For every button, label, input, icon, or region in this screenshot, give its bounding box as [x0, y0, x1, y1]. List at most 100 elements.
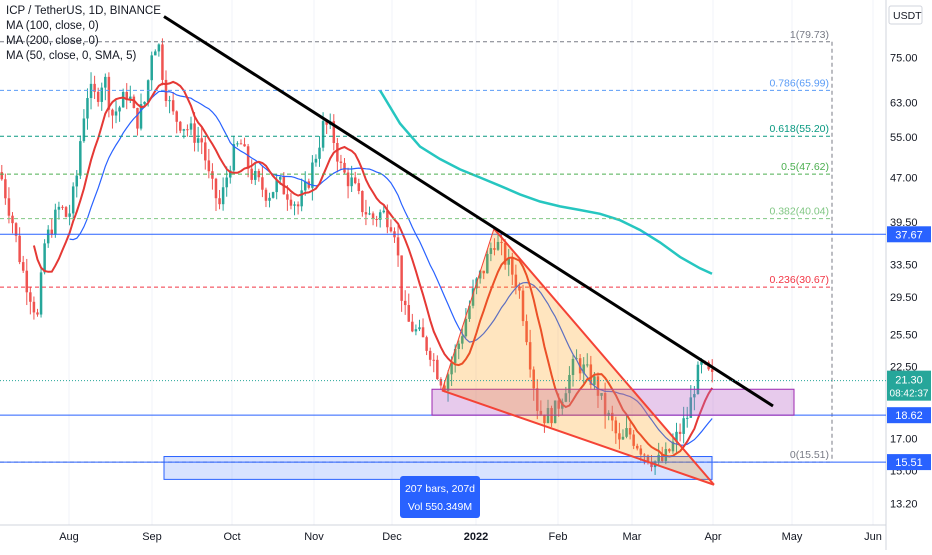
candle [189, 116, 193, 136]
candle-body [289, 199, 293, 206]
candle [39, 266, 43, 318]
candle [389, 219, 393, 233]
candle-body [339, 161, 343, 163]
candle [100, 82, 103, 111]
candle [25, 258, 29, 306]
candle-body [646, 455, 650, 463]
legend-ma100[interactable]: MA (100, close, 0) [6, 20, 99, 32]
legend-ma200[interactable]: MA (200, close, 0) [6, 35, 99, 47]
candle-body [207, 160, 211, 172]
candle-body [589, 364, 593, 385]
candle-body [446, 374, 450, 392]
candle [4, 173, 7, 205]
candle-body [82, 118, 86, 142]
candle-body [493, 248, 496, 250]
fib-level-label: 0.5(47.62) [781, 161, 829, 173]
y-tick-label: 75.00 [890, 53, 918, 65]
candle-body [371, 213, 375, 219]
candle [268, 192, 271, 208]
candle-body [650, 462, 653, 468]
candle [118, 105, 121, 122]
candle-body [236, 143, 239, 145]
symbol-title[interactable]: ICP / TetherUS, 1D, BINANCE [6, 5, 161, 17]
x-tick-label: Mar [623, 531, 642, 543]
candle [393, 227, 396, 243]
candle [175, 110, 178, 134]
candle-body [575, 358, 578, 360]
candle-body [146, 80, 150, 102]
candle-body [710, 369, 714, 372]
candle-body [296, 204, 300, 207]
fibonacci-levels: 1(79.73) 0.786(65.99) 0.618(55.20) 0.5(47.6… [0, 29, 832, 463]
candle-body [204, 142, 207, 161]
candle [136, 107, 139, 136]
x-tick-label: Oct [223, 531, 240, 543]
candle-body [264, 189, 268, 201]
candle [407, 293, 411, 322]
candle-body [453, 348, 457, 363]
candle-body [568, 375, 571, 394]
candle [264, 187, 268, 208]
price-tag-label: 15.51 [895, 457, 923, 469]
wedge-fill [442, 228, 714, 485]
candle [82, 109, 86, 143]
candle-body [621, 436, 625, 440]
candle [368, 206, 371, 216]
x-tick-label: Jun [864, 531, 882, 543]
candle [439, 377, 443, 390]
fib-level-label: 0.786(65.99) [769, 77, 829, 89]
downtrend-line [163, 15, 774, 408]
candle [500, 231, 503, 256]
wedge-lower-line [441, 389, 715, 486]
candle-body [293, 204, 296, 206]
candle-body [496, 241, 500, 250]
candle [111, 108, 114, 129]
candle-body [700, 361, 703, 365]
candle [186, 124, 189, 137]
candle-body [54, 209, 57, 235]
candle-body [332, 121, 336, 144]
candle-body [325, 121, 328, 125]
candle-body [318, 147, 321, 159]
candle-body [79, 141, 82, 176]
candle-body [635, 445, 639, 449]
candle [289, 192, 293, 210]
candle-body [660, 454, 664, 461]
candle-body [400, 255, 403, 301]
candle-body [368, 213, 371, 215]
candle-body [21, 262, 25, 271]
candle-body [278, 177, 282, 180]
candle [275, 173, 278, 200]
candle-body [257, 171, 261, 178]
candle-body [18, 235, 21, 263]
candle [54, 203, 57, 238]
candle [400, 255, 403, 312]
candle-body [418, 327, 421, 330]
candle-body [150, 55, 153, 81]
candle-body [643, 454, 646, 456]
candle-body [468, 305, 471, 319]
candle [682, 406, 685, 444]
candle [229, 165, 232, 184]
candle [575, 349, 578, 360]
price-tag-label: 18.62 [895, 410, 923, 422]
candle-body [93, 83, 96, 92]
fib-level-label: 0.618(55.20) [769, 123, 829, 135]
candle-body [375, 218, 378, 220]
candle-body [625, 428, 628, 437]
candle-body [175, 111, 178, 122]
candle [336, 138, 339, 173]
candle [171, 92, 175, 115]
candle-body [657, 454, 660, 462]
x-tick-label: Nov [304, 531, 324, 543]
candle [32, 296, 36, 320]
candle [64, 205, 68, 218]
y-tick-label: 29.50 [890, 292, 918, 304]
candle [496, 232, 500, 251]
candle-body [521, 290, 525, 322]
legend-ma50[interactable]: MA (50, close, 0, SMA, 5) [6, 50, 137, 62]
candle [168, 95, 171, 114]
candle-body [503, 243, 507, 265]
